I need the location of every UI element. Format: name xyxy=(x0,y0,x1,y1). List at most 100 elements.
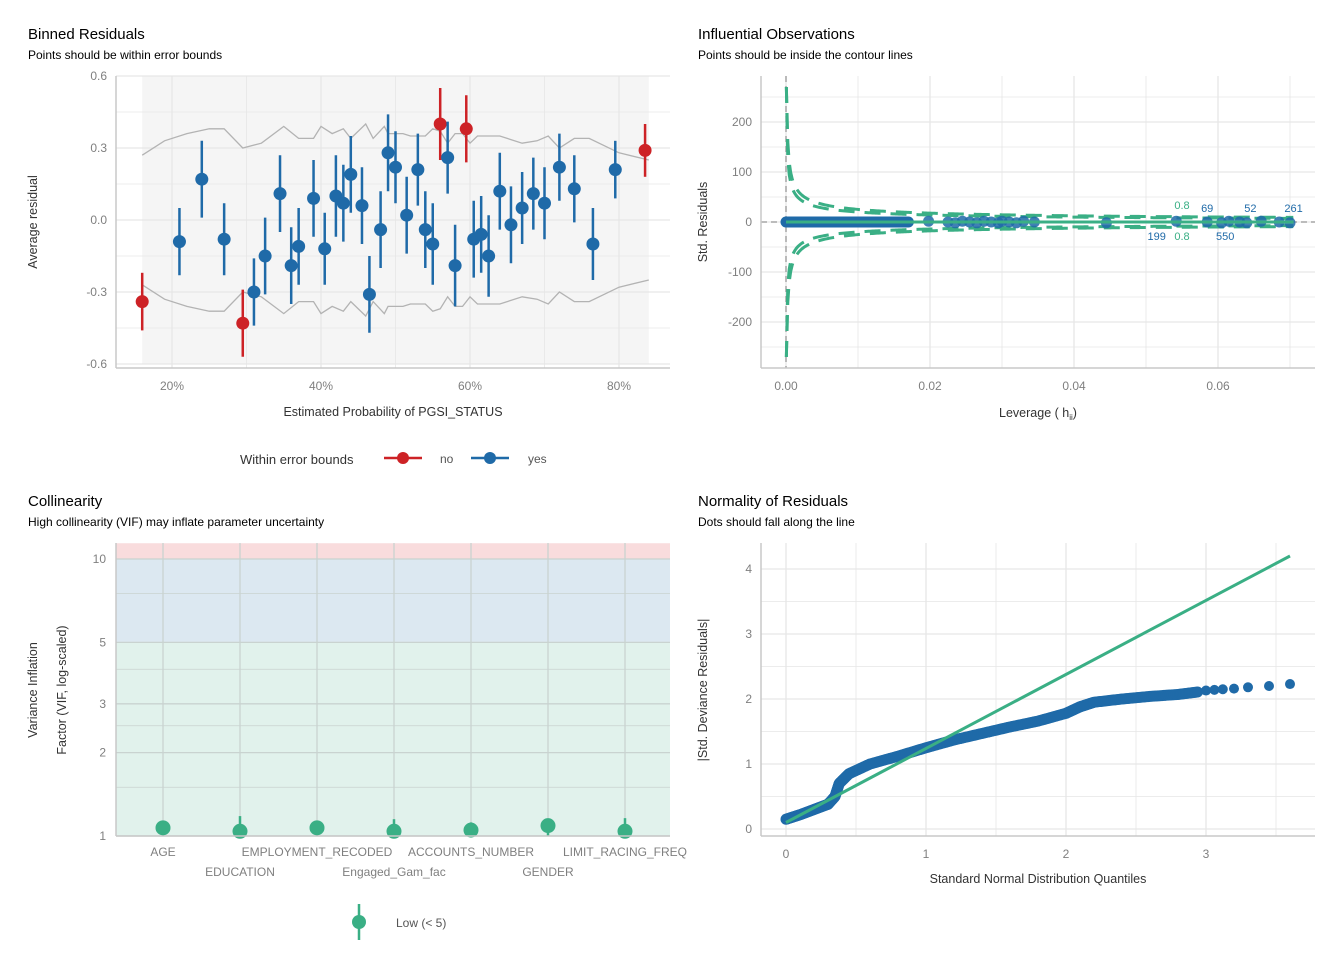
x-tick-label: 0.06 xyxy=(1206,379,1230,393)
binned-point xyxy=(273,187,287,201)
vif-point xyxy=(155,820,171,836)
residual-point xyxy=(1229,683,1239,694)
binned-point xyxy=(307,191,321,205)
binned-point xyxy=(515,201,529,215)
x-tick-label: EDUCATION xyxy=(205,865,275,879)
legend-yes-label: yes xyxy=(528,452,547,466)
collinearity-title: Collinearity xyxy=(28,493,103,510)
collinearity-subtitle: High collinearity (VIF) may inflate para… xyxy=(28,515,324,529)
lower-error-bound xyxy=(141,279,649,318)
y-tick-label: 3 xyxy=(99,697,106,711)
x-tick-label: 40% xyxy=(309,379,333,393)
vif-point xyxy=(386,823,402,839)
vif-point xyxy=(309,820,325,836)
contour-label-lower: 0.8 xyxy=(1174,231,1189,243)
x-tick-label: 80% xyxy=(607,379,631,393)
y-tick-label: 3 xyxy=(745,627,752,641)
upper-error-bound xyxy=(141,122,649,161)
normal-reference-line xyxy=(785,554,1291,824)
binned-point xyxy=(567,182,581,196)
y-tick-label: 2 xyxy=(745,692,752,706)
x-tick-label: Engaged_Gam_fac xyxy=(342,865,445,879)
residual-point xyxy=(1243,682,1253,693)
normality-subtitle: Dots should fall along the line xyxy=(698,515,855,529)
collinearity-plot: 1 2 3 5 10 AGE EDUCATION EMPLOYMENT_RECODED Enga… xyxy=(93,543,687,879)
residual-point xyxy=(1264,681,1274,691)
binned-point xyxy=(172,235,186,249)
binned-point xyxy=(411,163,425,177)
y-tick-label: 10 xyxy=(93,552,107,566)
y-tick-label: 1 xyxy=(745,757,752,771)
residual-point xyxy=(1217,684,1228,695)
binned-point xyxy=(459,122,473,136)
normality-x-label: Standard Normal Distribution Quantiles xyxy=(930,872,1147,886)
binned-point xyxy=(400,208,414,222)
x-tick-label: 0.02 xyxy=(918,379,942,393)
binned-point xyxy=(526,187,540,201)
legend-no-dot xyxy=(397,452,409,464)
binned-residuals-plot: 20% 40% 60% 80% 0.6 0.3 0.0 -0.3 -0.6 xyxy=(86,69,670,393)
influential-plot: 0.00 0.02 0.04 0.06 200 100 0 -100 -200 199 69 550 5… xyxy=(728,76,1315,393)
y-tick-label: -0.6 xyxy=(86,357,107,371)
binned-point xyxy=(389,160,402,174)
leverage-label: Leverage ( h xyxy=(999,406,1069,420)
binned-point xyxy=(608,163,622,177)
vif-point xyxy=(617,823,633,839)
y-tick-label: -0.3 xyxy=(86,285,107,299)
y-tick-label: 0.0 xyxy=(90,213,107,227)
binned-point xyxy=(448,259,462,273)
influential-title: Influential Observations xyxy=(698,26,855,43)
binned-legend: Within error bounds no yes xyxy=(240,452,547,467)
y-tick-label: 0.6 xyxy=(90,69,107,83)
legend-title: Within error bounds xyxy=(240,452,354,467)
normality-y-label: |Std. Deviance Residuals| xyxy=(696,619,710,762)
binned-point xyxy=(217,232,231,246)
binned-point xyxy=(135,295,149,309)
y-tick-label: 0 xyxy=(745,215,752,229)
binned-point xyxy=(355,199,369,213)
binned-point xyxy=(336,196,350,210)
x-tick-label: 20% xyxy=(160,379,184,393)
y-tick-label: 100 xyxy=(732,165,752,179)
y-tick-label: 4 xyxy=(745,562,752,576)
influential-y-label: Std. Residuals xyxy=(696,182,710,263)
binned-point xyxy=(284,259,298,273)
binned-point xyxy=(426,237,440,251)
vif-band xyxy=(116,559,670,643)
binned-point xyxy=(538,196,551,210)
vif-y-label-line1: Variance Inflation xyxy=(26,642,40,738)
leverage-subscript: ii xyxy=(1069,413,1073,422)
residual-point xyxy=(1285,679,1295,690)
x-tick-label: 60% xyxy=(458,379,482,393)
x-tick-label: 0.04 xyxy=(1062,379,1086,393)
y-tick-label: 5 xyxy=(99,635,106,649)
y-tick-label: -200 xyxy=(728,315,752,329)
leverage-close: ) xyxy=(1073,406,1077,420)
x-tick-label: GENDER xyxy=(522,865,574,879)
binned-point xyxy=(493,184,507,198)
vif-legend: Low (< 5) xyxy=(352,904,446,940)
y-tick-label: 200 xyxy=(732,115,752,129)
normality-plot: 0 1 2 3 4 3 2 1 0 xyxy=(745,543,1315,861)
binned-point xyxy=(586,237,600,251)
x-tick-label: 0.00 xyxy=(774,379,798,393)
x-tick-label: 3 xyxy=(1203,847,1210,861)
binned-point xyxy=(433,117,447,131)
binned-point xyxy=(381,146,395,160)
observation-label: 261 xyxy=(1284,203,1302,215)
binned-point xyxy=(292,239,306,253)
binned-point xyxy=(441,151,455,165)
binned-point xyxy=(552,160,566,174)
binned-point xyxy=(374,223,388,237)
influential-subtitle: Points should be inside the contour line… xyxy=(698,48,913,62)
vif-y-label-line2: Factor (VIF, log-scaled) xyxy=(55,625,69,754)
binned-point xyxy=(247,285,261,299)
y-tick-label: 0 xyxy=(745,822,752,836)
binned-x-label: Estimated Probability of PGSI_STATUS xyxy=(283,405,502,419)
vif-point xyxy=(540,818,556,834)
vif-point xyxy=(232,823,248,839)
observation-label: 52 xyxy=(1244,203,1256,215)
x-tick-label: AGE xyxy=(150,845,175,859)
y-tick-label: -100 xyxy=(728,265,752,279)
